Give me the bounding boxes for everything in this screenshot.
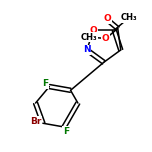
Text: F: F bbox=[63, 127, 69, 136]
Text: CH₃: CH₃ bbox=[81, 33, 98, 41]
Text: CH₃: CH₃ bbox=[121, 13, 137, 22]
Text: O: O bbox=[90, 26, 97, 35]
Text: O: O bbox=[102, 34, 110, 43]
Text: Br: Br bbox=[30, 117, 41, 126]
Text: F: F bbox=[43, 79, 49, 88]
Text: O: O bbox=[104, 14, 111, 23]
Text: N: N bbox=[83, 45, 91, 54]
